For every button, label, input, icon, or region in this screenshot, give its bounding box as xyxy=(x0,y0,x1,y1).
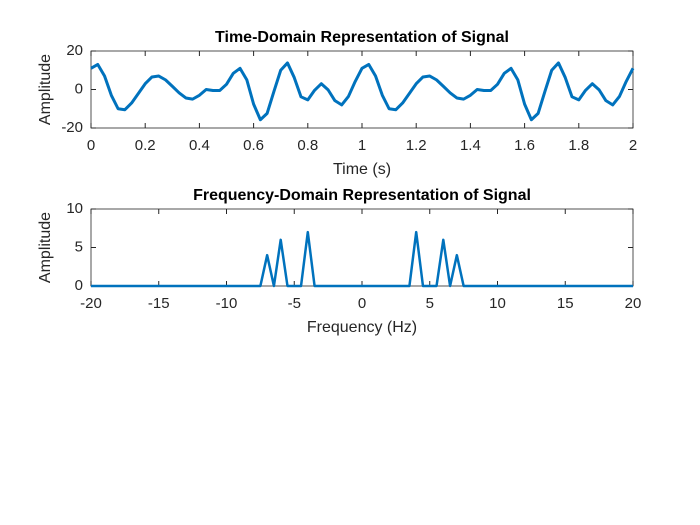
x-tick-label: 1.2 xyxy=(406,137,427,154)
signal-line xyxy=(90,61,635,122)
x-tick-label: 15 xyxy=(557,295,574,312)
x-axis-label: Time (s) xyxy=(333,161,391,178)
x-tick-label: 0.6 xyxy=(243,137,264,154)
y-tick-label: 20 xyxy=(66,42,83,59)
y-tick-label: -20 xyxy=(61,119,83,136)
axes-box xyxy=(90,50,634,129)
axes-box xyxy=(90,208,634,287)
x-tick-label: 1.4 xyxy=(460,137,481,154)
x-tick-label: 1 xyxy=(358,137,366,154)
x-tick-label: 1.8 xyxy=(568,137,589,154)
x-tick-label: -10 xyxy=(216,295,238,312)
y-tick-label: 0 xyxy=(75,80,83,97)
x-tick-label: 0 xyxy=(87,137,95,154)
chart-title: Frequency-Domain Representation of Signa… xyxy=(193,187,531,204)
x-tick-label: 0.8 xyxy=(297,137,318,154)
signal-line xyxy=(91,230,633,288)
x-tick-label: -5 xyxy=(288,295,301,312)
x-tick-label: 0.2 xyxy=(135,137,156,154)
y-axis-label: Amplitude xyxy=(37,54,54,125)
x-tick-label: 0 xyxy=(358,295,366,312)
x-tick-label: 2 xyxy=(629,137,637,154)
y-tick-label: 10 xyxy=(66,200,83,217)
x-tick-label: 10 xyxy=(489,295,506,312)
x-tick-label: 1.6 xyxy=(514,137,535,154)
y-tick-label: 0 xyxy=(75,277,83,294)
y-tick-label: 5 xyxy=(75,238,83,255)
x-tick-label: 5 xyxy=(426,295,434,312)
x-axis-label: Frequency (Hz) xyxy=(307,319,417,336)
y-axis-label: Amplitude xyxy=(37,212,54,283)
chart-title: Time-Domain Representation of Signal xyxy=(215,29,509,46)
x-tick-label: 20 xyxy=(625,295,642,312)
x-tick-label: 0.4 xyxy=(189,137,210,154)
x-tick-label: -15 xyxy=(148,295,170,312)
x-tick-label: -20 xyxy=(80,295,102,312)
